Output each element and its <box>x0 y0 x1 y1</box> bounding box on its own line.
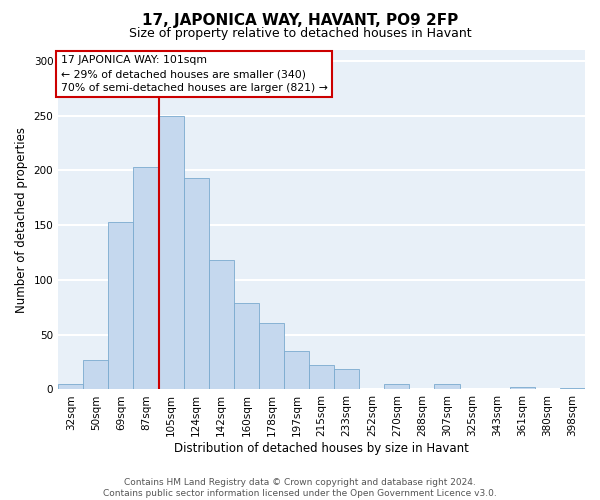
Text: Contains HM Land Registry data © Crown copyright and database right 2024.
Contai: Contains HM Land Registry data © Crown c… <box>103 478 497 498</box>
Bar <box>109 222 133 390</box>
Bar <box>334 368 359 390</box>
Bar <box>560 388 585 390</box>
Text: 17 JAPONICA WAY: 101sqm
← 29% of detached houses are smaller (340)
70% of semi-d: 17 JAPONICA WAY: 101sqm ← 29% of detache… <box>61 55 328 93</box>
Bar <box>184 178 209 390</box>
Bar <box>284 351 309 390</box>
Bar <box>158 116 184 390</box>
Bar <box>259 322 284 390</box>
Bar <box>434 384 460 390</box>
Bar <box>83 360 109 390</box>
Bar <box>234 303 259 390</box>
Bar <box>385 384 409 390</box>
Bar <box>209 260 234 390</box>
Y-axis label: Number of detached properties: Number of detached properties <box>15 126 28 312</box>
Text: Size of property relative to detached houses in Havant: Size of property relative to detached ho… <box>128 28 472 40</box>
X-axis label: Distribution of detached houses by size in Havant: Distribution of detached houses by size … <box>174 442 469 455</box>
Bar <box>58 384 83 390</box>
Bar <box>133 167 158 390</box>
Bar <box>309 366 334 390</box>
Bar <box>510 388 535 390</box>
Text: 17, JAPONICA WAY, HAVANT, PO9 2FP: 17, JAPONICA WAY, HAVANT, PO9 2FP <box>142 12 458 28</box>
